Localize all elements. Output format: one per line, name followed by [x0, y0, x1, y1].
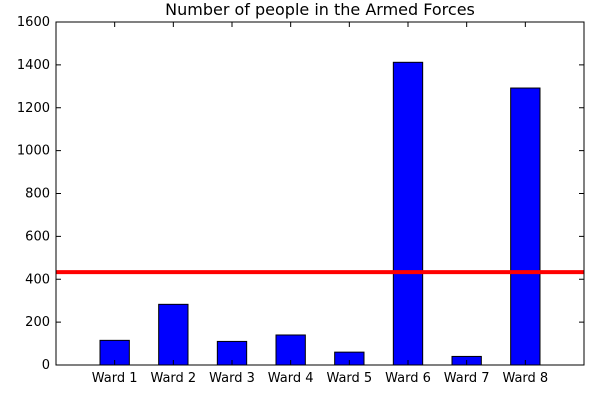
x-tick-label: Ward 5 — [326, 371, 372, 386]
bar-ward-8 — [510, 87, 541, 366]
bar-ward-2 — [158, 303, 189, 366]
x-tick-label: Ward 6 — [385, 371, 431, 386]
y-tick-label: 1600 — [17, 15, 50, 30]
y-tick-label: 0 — [42, 358, 50, 373]
y-tick-label: 1200 — [17, 101, 50, 116]
x-axis: Ward 1 Ward 2 Ward 3 Ward 4 Ward 5 Ward 6 Ward… — [92, 22, 548, 386]
y-tick-label: 800 — [25, 187, 50, 202]
plot-frame — [55, 21, 585, 366]
bar-ward-4 — [275, 334, 306, 366]
y-axis: 0 200 400 600 800 1000 1200 1400 1600 — [17, 15, 584, 373]
x-tick-label: Ward 1 — [92, 371, 138, 386]
y-tick-label: 1400 — [17, 58, 50, 73]
chart-title: Number of people in the Armed Forces — [165, 0, 475, 19]
x-tick-label: Ward 8 — [502, 371, 548, 386]
y-tick-label: 200 — [25, 315, 50, 330]
x-tick-label: Ward 2 — [150, 371, 196, 386]
bar-group — [99, 61, 541, 366]
x-tick-label: Ward 3 — [209, 371, 255, 386]
x-tick-label: Ward 7 — [444, 371, 490, 386]
bar-ward-6 — [392, 61, 424, 366]
y-tick-label: 400 — [25, 272, 50, 287]
x-tick-label: Ward 4 — [268, 371, 314, 386]
y-tick-label: 1000 — [17, 144, 50, 159]
y-tick-label: 600 — [25, 229, 50, 244]
